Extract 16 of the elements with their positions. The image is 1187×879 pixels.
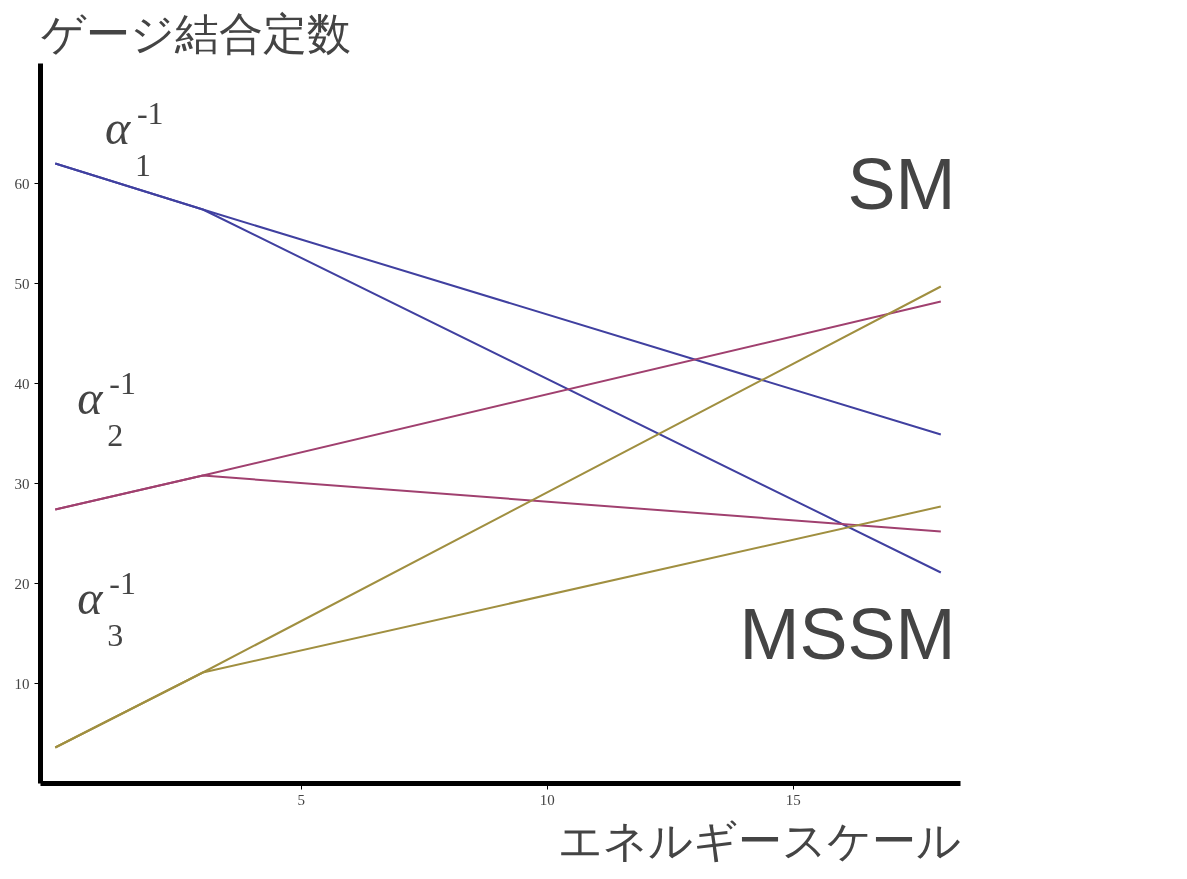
annotation: α3-1 bbox=[77, 564, 136, 653]
x-tick-label: 5 bbox=[297, 791, 305, 808]
y-tick-label: 60 bbox=[14, 175, 30, 192]
annotation: SM bbox=[847, 143, 956, 224]
y-tick-label: 20 bbox=[14, 575, 30, 592]
annotation: α1-1 bbox=[104, 94, 164, 183]
x-tick-label: 15 bbox=[785, 791, 801, 808]
annotation: MSSM bbox=[739, 593, 956, 674]
y-tick-label: 40 bbox=[14, 375, 30, 392]
y-tick-label: 50 bbox=[14, 275, 30, 292]
x-tick-label: 10 bbox=[539, 791, 555, 808]
y-tick-label: 30 bbox=[14, 475, 30, 492]
y-axis-title: ゲージ結合定数 bbox=[40, 7, 351, 59]
x-axis-title: エネルギースケール bbox=[557, 814, 961, 866]
y-tick-label: 10 bbox=[14, 675, 30, 692]
annotation: α2-1 bbox=[77, 364, 136, 453]
